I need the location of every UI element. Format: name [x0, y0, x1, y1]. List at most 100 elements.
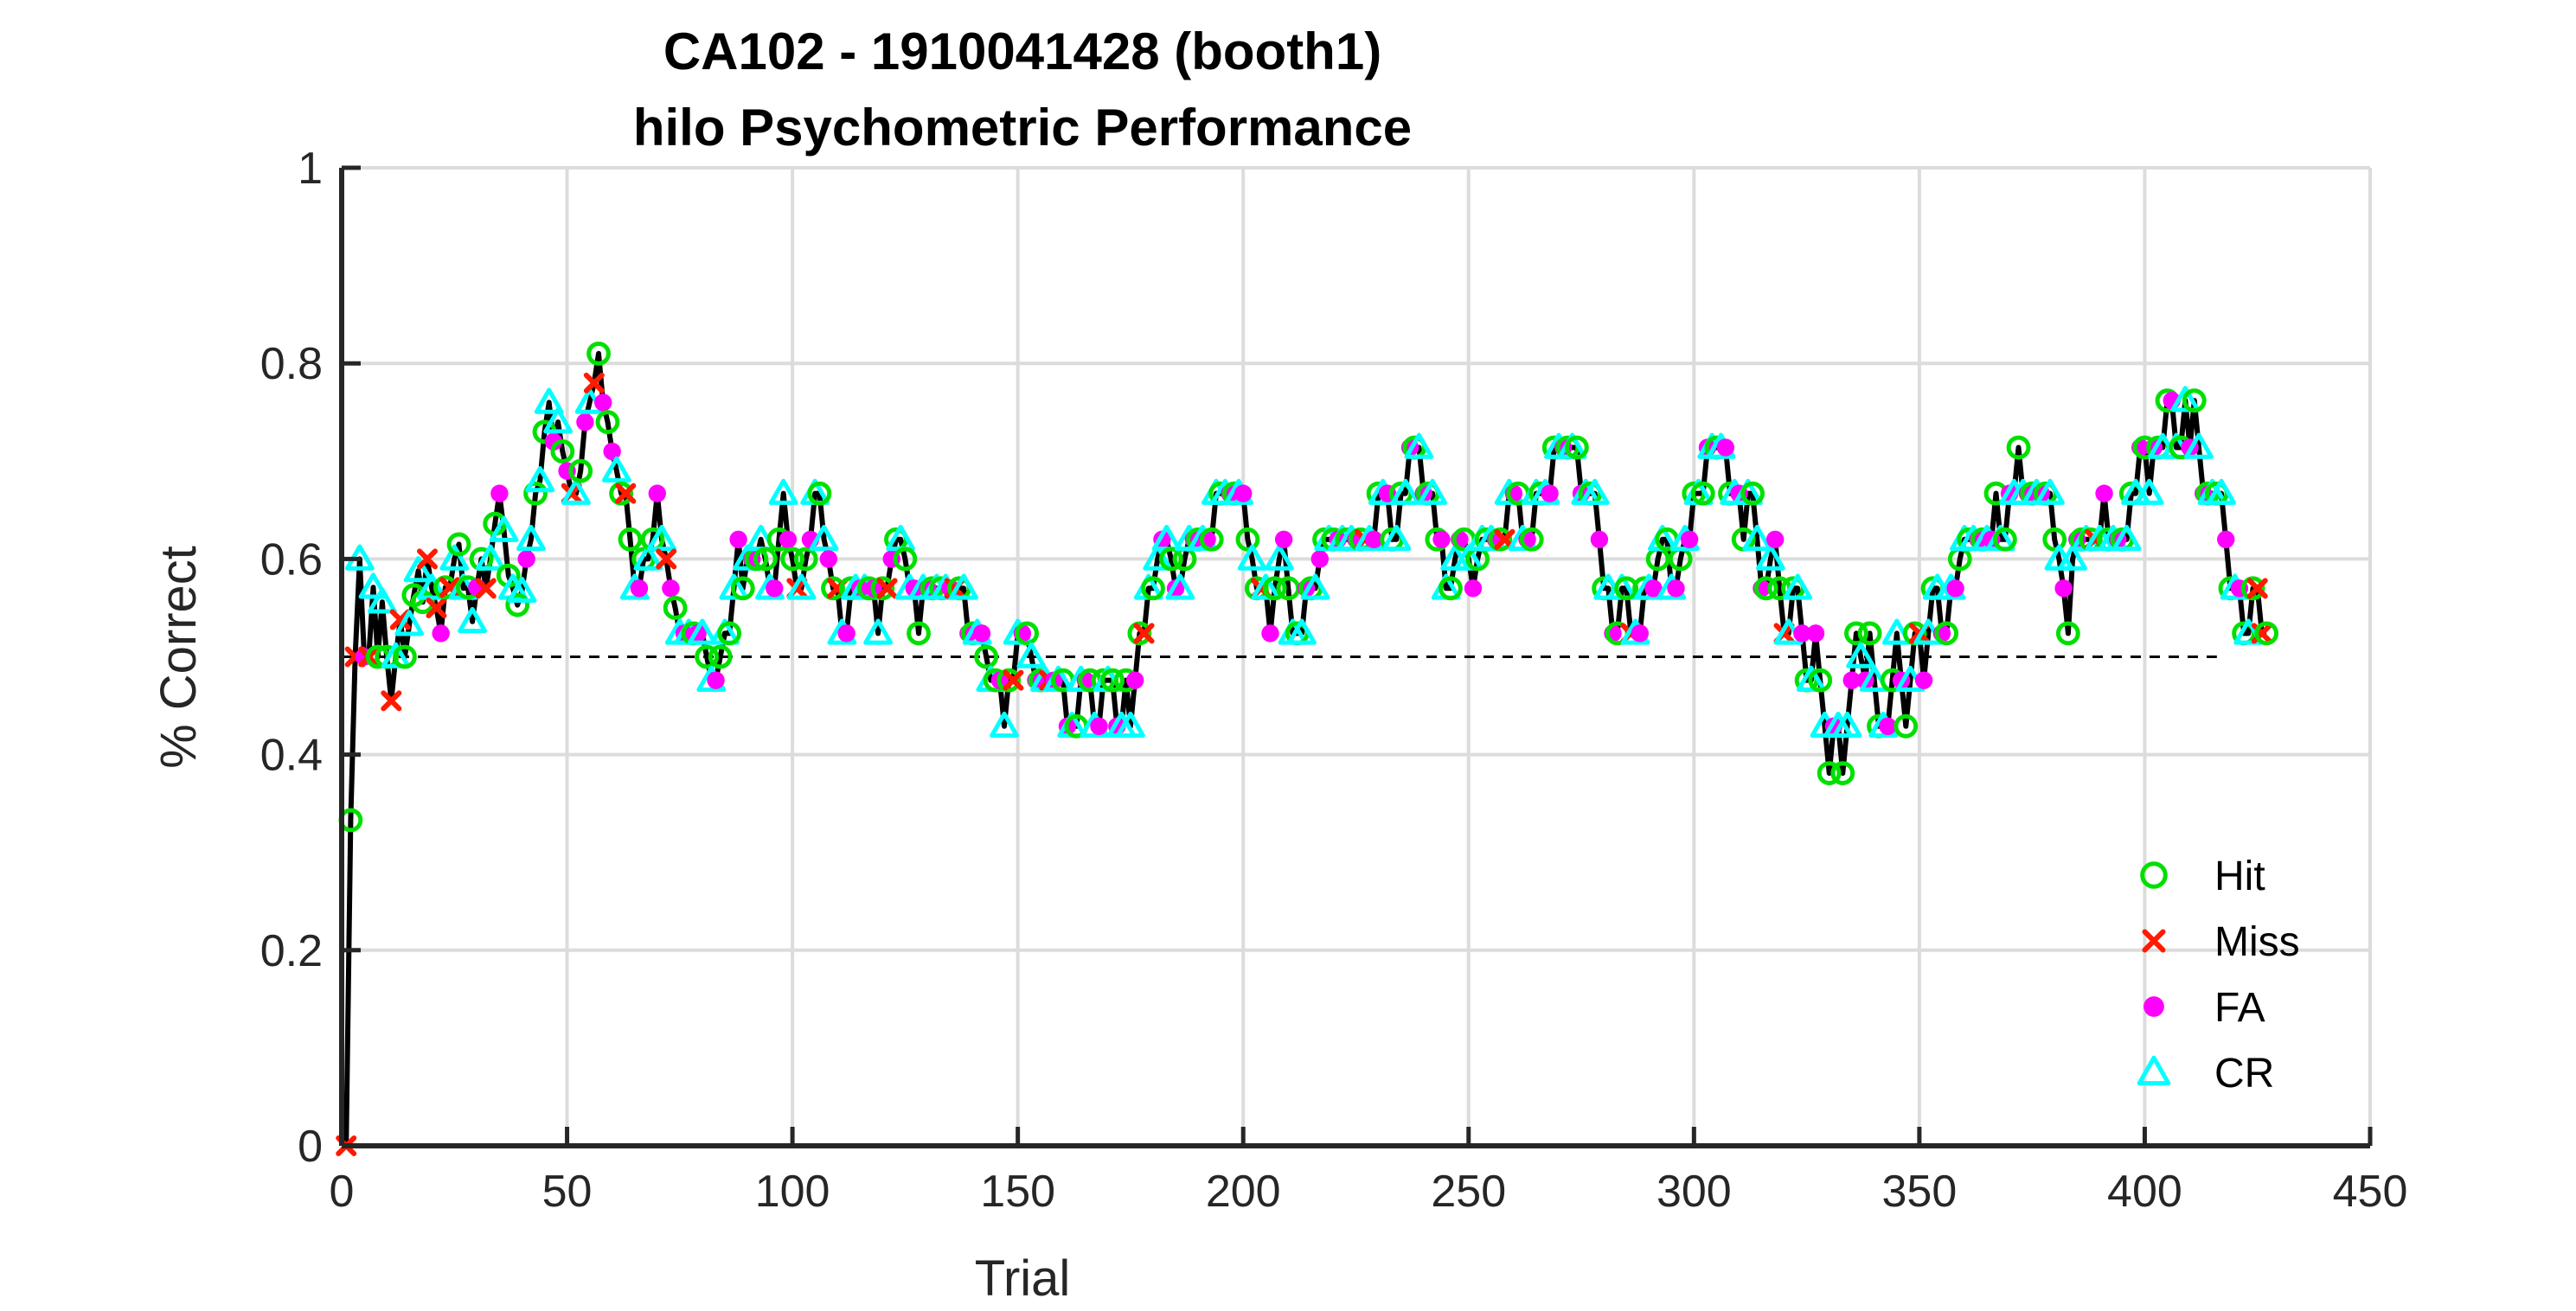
y-tick-label: 0.8 — [260, 339, 323, 389]
trial-marker-fa — [1464, 579, 1483, 598]
trial-marker-miss — [426, 597, 447, 618]
trial-marker-hit — [1830, 761, 1855, 785]
trial-marker-hit — [1158, 547, 1183, 572]
trial-marker-cr — [1165, 573, 1195, 600]
legend: Hit Miss FA CR — [2137, 854, 2300, 1097]
legend-label: FA — [2214, 985, 2265, 1031]
trial-marker-cr — [2134, 478, 2164, 505]
trial-marker-fa — [594, 393, 612, 412]
trial-marker-hit — [730, 576, 755, 601]
legend-item-hit: Hit — [2140, 854, 2265, 899]
trial-marker-miss — [876, 578, 898, 599]
trial-marker-cr — [525, 466, 555, 493]
trial-marker-fa — [1125, 671, 1144, 689]
trial-marker-fa — [1274, 530, 1293, 548]
legend-label: CR — [2214, 1051, 2274, 1097]
trial-marker-miss — [2246, 578, 2268, 599]
axes — [339, 165, 2373, 1148]
trial-marker-hit — [893, 547, 918, 572]
trial-marker-hit — [753, 547, 778, 572]
trial-marker-cr — [417, 573, 447, 600]
trial-marker-cr — [863, 618, 894, 645]
trial-marker-cr — [768, 478, 798, 505]
trial-marker-fa — [1365, 530, 1383, 548]
trial-marker-hit — [1934, 621, 1959, 646]
trial-marker-cr — [990, 711, 1019, 739]
trial-marker-fa — [1234, 484, 1253, 502]
trial-marker-hit — [1740, 481, 1765, 506]
trial-marker-cr — [403, 556, 433, 583]
trial-marker-cr — [1237, 544, 1267, 571]
trial-marker-hit — [695, 644, 719, 669]
trial-marker-fa — [1806, 624, 1825, 643]
y-tick-label: 0.6 — [260, 534, 323, 585]
trial-marker-miss — [615, 483, 637, 504]
trial-marker-miss — [1133, 623, 1155, 644]
trial-marker-cr — [2111, 524, 2142, 552]
x-tick-label: 450 — [2333, 1167, 2408, 1217]
x-tick-label: 200 — [1206, 1167, 1281, 1217]
trial-marker-cr — [1143, 544, 1173, 571]
trial-marker-hit — [1894, 713, 1919, 739]
trial-marker-cr — [381, 642, 411, 668]
chart-title: CA102 - 1910041428 (booth1) — [663, 22, 1381, 80]
trial-marker-hit — [1808, 668, 1833, 693]
trial-marker-hit — [1519, 527, 1544, 552]
trial-marker-hit — [446, 532, 471, 557]
trial-marker-cr — [1287, 618, 1317, 645]
trial-marker-miss — [417, 548, 439, 570]
trial-marker-hit — [1564, 435, 1589, 460]
trial-marker-cr — [1796, 665, 1826, 692]
trial-marker-cr — [394, 610, 425, 636]
trial-marker-fa — [603, 442, 621, 461]
trial-marker-hit — [568, 458, 593, 483]
trial-marker-hit — [2055, 621, 2080, 646]
trial-marker-cr — [719, 573, 749, 600]
trial-marker-cr — [1453, 544, 1483, 571]
trial-marker-miss — [475, 578, 497, 599]
trial-marker-cr — [2058, 544, 2087, 571]
trial-marker-cr — [368, 587, 397, 614]
y-tick-label: 1 — [298, 144, 323, 194]
x-tick-label: 300 — [1656, 1167, 1732, 1217]
trial-marker-fa — [576, 412, 594, 432]
trial-marker-hit — [1141, 576, 1165, 601]
trial-marker-cr — [507, 576, 537, 604]
trial-marker-fa — [2054, 579, 2073, 598]
trial-marker-hit — [1817, 761, 1842, 785]
y-tick-label: 0.2 — [260, 926, 323, 976]
trial-marker-hit — [505, 592, 530, 617]
trial-marker-hit — [1199, 527, 1224, 552]
trial-marker-hit — [618, 527, 643, 552]
trial-marker-hit — [807, 481, 832, 506]
trial-marker-fa — [662, 579, 680, 598]
trial-marker-miss — [1003, 669, 1024, 691]
trial-marker-hit — [1857, 621, 1882, 646]
trial-marker-hit — [2254, 621, 2279, 646]
trial-marker-fa — [1842, 671, 1861, 689]
trial-marker-hit — [1262, 576, 1287, 601]
y-tick-label: 0.4 — [260, 731, 323, 781]
x-axis-label: Trial — [975, 1250, 1071, 1307]
trial-marker-cr — [1251, 573, 1281, 600]
trial-marker-hit — [793, 547, 818, 572]
trial-marker-hit — [996, 668, 1022, 693]
trial-marker-cr — [1580, 478, 1610, 505]
trial-marker-cr — [1783, 573, 1813, 600]
trial-marker-hit — [2182, 388, 2207, 413]
trial-marker-cr — [489, 515, 519, 542]
trial-marker-fa — [1631, 624, 1650, 643]
trial-marker-fa — [1310, 550, 1330, 568]
tick-labels: 0 50 100 150 200 250 300 350 400 450 0 0.2 0.4 0.6 0.8… — [260, 144, 2408, 1217]
y-axis-label: % Correct — [151, 546, 207, 769]
trial-marker-hit — [1100, 668, 1125, 693]
trial-marker-cr — [1390, 478, 1420, 505]
trial-marker-fa — [819, 550, 837, 568]
trial-marker-hit — [1488, 527, 1513, 552]
trial-marker-cr — [647, 524, 676, 552]
trial-marker-fa — [1090, 717, 1108, 736]
trial-marker-cr — [1418, 478, 1447, 505]
trial-marker-hit — [1127, 621, 1152, 646]
trial-marker-cr — [2170, 386, 2201, 412]
